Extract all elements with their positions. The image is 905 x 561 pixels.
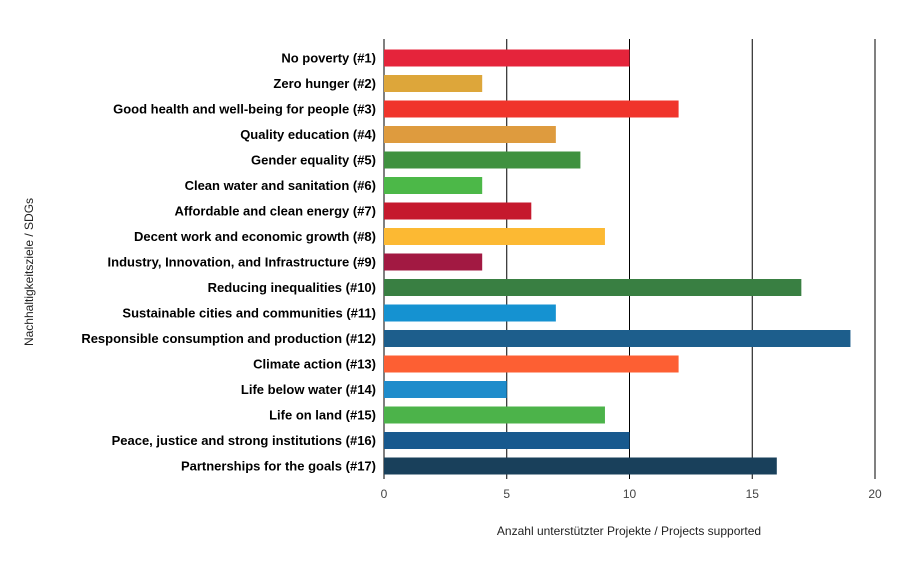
x-tick-label: 5 bbox=[503, 487, 510, 501]
x-tick-label: 20 bbox=[868, 487, 882, 501]
bar bbox=[384, 381, 507, 398]
bar bbox=[384, 126, 556, 143]
bar bbox=[384, 75, 483, 92]
bar bbox=[384, 304, 556, 322]
bar bbox=[384, 330, 851, 347]
bar bbox=[384, 279, 802, 296]
y-axis-title: Nachhaltigkeitsziele / SDGs bbox=[22, 198, 36, 346]
category-label: Affordable and clean energy (#7) bbox=[174, 204, 376, 219]
x-tick-labels: 0 5 10 15 20 bbox=[381, 487, 882, 501]
bar bbox=[384, 406, 605, 424]
bar bbox=[384, 253, 483, 271]
x-tick-label: 15 bbox=[746, 487, 760, 501]
bar bbox=[384, 432, 630, 449]
category-label: No poverty (#1) bbox=[281, 51, 376, 66]
bar bbox=[384, 151, 581, 169]
bar bbox=[384, 228, 605, 245]
bar bbox=[384, 355, 679, 373]
category-label: Decent work and economic growth (#8) bbox=[134, 229, 376, 244]
bar bbox=[384, 177, 483, 194]
category-label: Quality education (#4) bbox=[240, 127, 376, 142]
category-label: Good health and well-being for people (#… bbox=[113, 102, 376, 117]
category-labels: No poverty (#1) Zero hunger (#2) Good heal… bbox=[81, 51, 376, 474]
category-label: Life below water (#14) bbox=[241, 382, 376, 397]
bar bbox=[384, 49, 630, 67]
category-label: Peace, justice and strong institutions (… bbox=[112, 433, 376, 448]
category-label: Clean water and sanitation (#6) bbox=[185, 178, 376, 193]
category-label: Climate action (#13) bbox=[253, 357, 376, 372]
x-tick-label: 10 bbox=[623, 487, 637, 501]
category-label: Gender equality (#5) bbox=[251, 153, 376, 168]
x-axis-title: Anzahl unterstützter Projekte / Projects… bbox=[497, 524, 761, 538]
category-label: Partnerships for the goals (#17) bbox=[181, 459, 376, 474]
category-label: Reducing inequalities (#10) bbox=[208, 280, 376, 295]
bars bbox=[384, 49, 851, 475]
category-label: Responsible consumption and production (… bbox=[81, 331, 376, 346]
bar bbox=[384, 202, 532, 220]
category-label: Life on land (#15) bbox=[269, 408, 376, 423]
bar bbox=[384, 100, 679, 118]
x-tick-label: 0 bbox=[381, 487, 388, 501]
category-label: Zero hunger (#2) bbox=[273, 76, 376, 91]
category-label: Industry, Innovation, and Infrastructure… bbox=[108, 255, 376, 270]
bar bbox=[384, 457, 777, 475]
category-label: Sustainable cities and communities (#11) bbox=[122, 306, 376, 321]
